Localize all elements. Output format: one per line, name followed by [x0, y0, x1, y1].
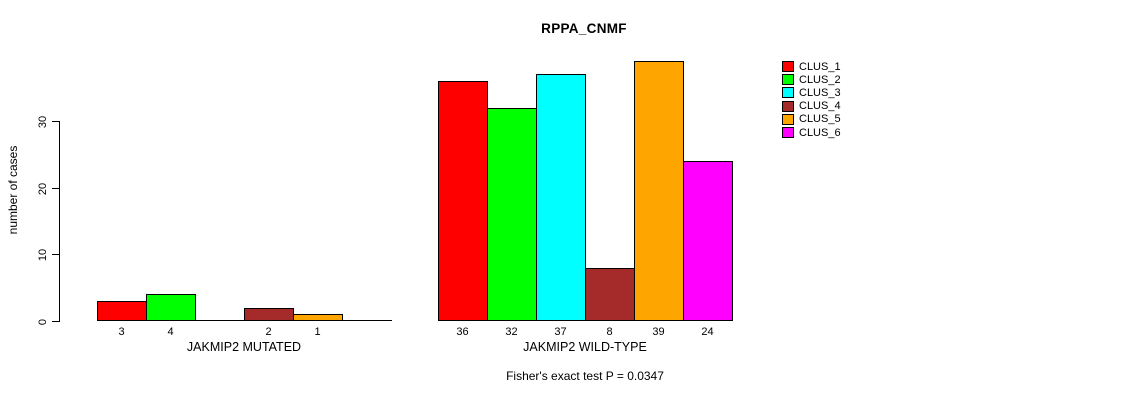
bar: [585, 268, 635, 321]
y-axis-tick: [52, 321, 59, 322]
y-axis-tick: [52, 188, 59, 189]
bar: [97, 301, 147, 321]
bar-value-label: 1: [314, 326, 321, 338]
clus_2-swatch-icon: [782, 74, 794, 86]
legend-label: CLUS_2: [799, 73, 841, 86]
bar: [683, 161, 733, 321]
y-axis-tick: [52, 254, 59, 255]
bar-value-label: 36: [456, 326, 469, 338]
clus_4-swatch-icon: [782, 100, 794, 112]
bar: [146, 294, 196, 321]
chart-title: RPPA_CNMF: [541, 21, 627, 36]
bar-value-label: 4: [167, 326, 174, 338]
zero-height-bar-line: [195, 320, 245, 321]
fisher-test-note: Fisher's exact test P = 0.0347: [506, 369, 664, 383]
legend-label: CLUS_6: [799, 126, 841, 139]
y-axis-tick-label: 20: [37, 182, 49, 195]
legend-label: CLUS_3: [799, 86, 841, 99]
x-axis-group-label: JAKMIP2 MUTATED: [186, 340, 302, 354]
bar-value-label: 2: [265, 326, 272, 338]
bar-value-label: 39: [652, 326, 665, 338]
legend-item: CLUS_2: [782, 73, 841, 86]
bar: [634, 61, 684, 321]
x-axis-group-label: JAKMIP2 WILD-TYPE: [523, 340, 647, 354]
bar: [438, 81, 488, 321]
legend-item: CLUS_3: [782, 86, 841, 99]
legend-label: CLUS_5: [799, 113, 841, 126]
bar-value-label: 24: [701, 326, 714, 338]
bar: [536, 74, 586, 321]
legend-label: CLUS_1: [799, 60, 841, 73]
y-axis-tick-label: 0: [37, 318, 49, 325]
bar: [487, 108, 537, 321]
bar-value-label: 3: [118, 326, 125, 338]
bar: [293, 314, 343, 321]
bar-value-label: 37: [554, 326, 567, 338]
legend-item: CLUS_1: [782, 60, 841, 73]
y-axis-tick-label: 10: [37, 248, 49, 261]
legend-label: CLUS_4: [799, 100, 841, 113]
y-axis-line: [59, 121, 60, 322]
legend-item: CLUS_4: [782, 100, 841, 113]
clus_3-swatch-icon: [782, 87, 794, 99]
zero-height-bar-line: [342, 320, 392, 321]
legend-item: CLUS_5: [782, 113, 841, 126]
bar: [244, 308, 294, 321]
y-axis-tick-label: 30: [37, 115, 49, 128]
legend-item: CLUS_6: [782, 126, 841, 139]
clus_1-swatch-icon: [782, 61, 794, 72]
bar-value-label: 32: [505, 326, 518, 338]
bar-value-label: 8: [606, 326, 613, 338]
y-axis-title: number of cases: [6, 145, 20, 235]
y-axis-tick: [52, 121, 59, 122]
clus_5-swatch-icon: [782, 113, 794, 125]
clus_6-swatch-icon: [782, 127, 794, 138]
